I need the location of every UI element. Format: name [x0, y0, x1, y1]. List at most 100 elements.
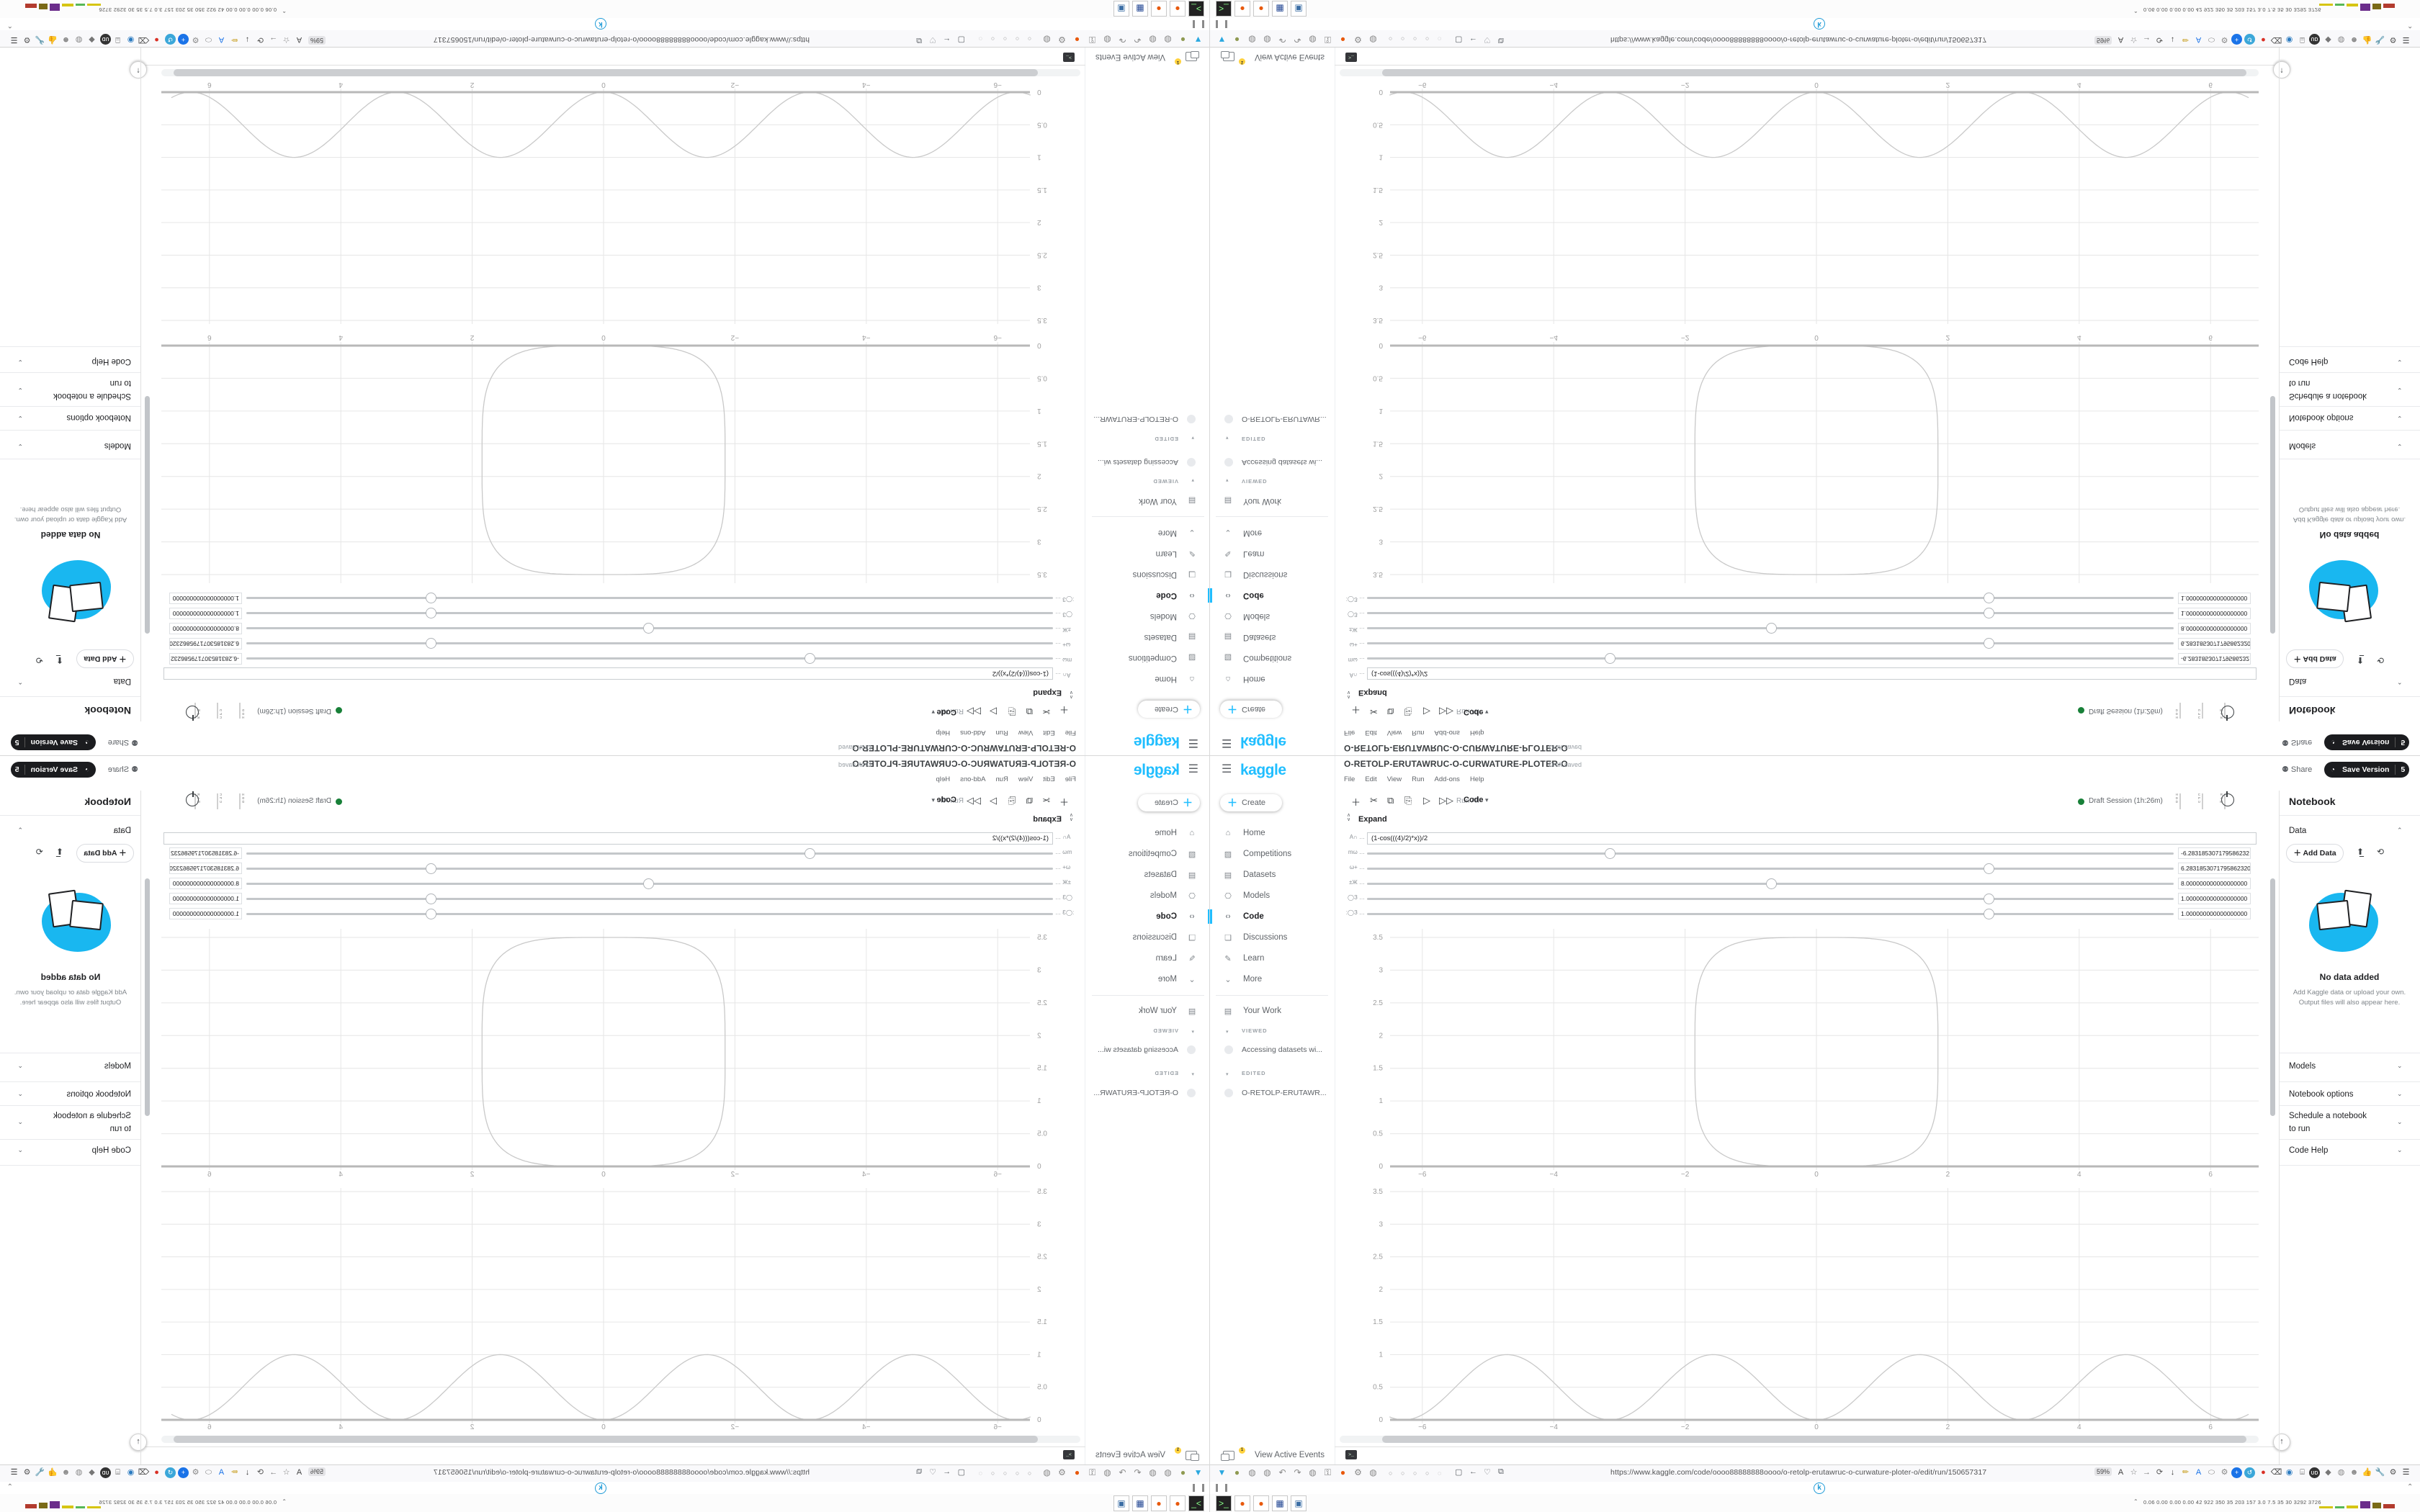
slider-track[interactable] [246, 898, 1053, 900]
toolbar-dot-icon[interactable]: ○ [1401, 35, 1405, 42]
save-version-count[interactable]: 5 [14, 765, 19, 774]
kaggle-logo[interactable]: kaggle [1134, 734, 1180, 750]
power-button-icon[interactable] [186, 793, 199, 806]
browser-action-icon[interactable]: A [296, 1468, 302, 1477]
extension-icon[interactable]: ↶ [1278, 35, 1286, 45]
sidebar-item-datasets[interactable]: ▤ Datasets [1210, 629, 1335, 646]
menu-item-file[interactable]: File [1344, 775, 1355, 783]
panel-data-section[interactable]: Data [2289, 677, 2307, 685]
add-cell-button[interactable]: ＋ [1059, 797, 1069, 808]
extension-icon[interactable]: ⚿ [1324, 35, 1332, 45]
edited-recent-item[interactable]: O-RETOLP-ERUTAWR... [1093, 415, 1178, 423]
horizontal-scrollbar[interactable] [161, 1436, 1080, 1443]
scroll-fab-button[interactable]: ↑ [2273, 61, 2290, 78]
slider-handle[interactable] [1766, 623, 1777, 634]
slider-value-readout[interactable]: -6.283185307179586232 [2178, 847, 2251, 859]
sidebar-item-code[interactable]: ‹› Code [1210, 587, 1335, 604]
horizontal-scrollbar[interactable] [161, 69, 1080, 76]
toolbar-dot-icon[interactable]: ○ [1425, 1470, 1430, 1477]
sidebar-item-competitions[interactable]: ▨ Competitions [1210, 649, 1335, 667]
extension-icon[interactable]: ↷ [1294, 1467, 1301, 1477]
create-button[interactable]: ＋ Create [1220, 794, 1282, 811]
chevron-down-icon[interactable]: ⌄ [2397, 1118, 2403, 1125]
sidebar-item-models[interactable]: ⎔ Models [1085, 608, 1210, 625]
extension-icon[interactable]: ▼ [1217, 35, 1227, 45]
browser-action-icon[interactable]: ⚙ [192, 1468, 200, 1477]
formula-input[interactable]: (1-cos(((4)/2)*x))/2 [1367, 832, 2257, 845]
chevron-down-icon[interactable]: ⌄ [17, 1118, 23, 1125]
toolbar-outline-icon[interactable]: ← [943, 36, 951, 45]
add-data-button[interactable]: ＋ Add Data [76, 844, 134, 863]
panel-data-section[interactable]: Data [2289, 827, 2307, 835]
taskbar-app-firefox[interactable]: ● [1170, 1, 1186, 17]
refresh-icon[interactable]: ⟲ [2377, 655, 2385, 665]
paste-cell-button[interactable]: ⎘ [1404, 706, 1412, 717]
slider-track[interactable] [246, 597, 1053, 599]
horizontal-scrollbar-thumb[interactable] [174, 69, 1038, 76]
taskbar-app-firefox[interactable]: ● [1234, 1495, 1250, 1511]
menu-item-view[interactable]: View [1386, 775, 1402, 783]
chevron-down-icon[interactable]: ⌄ [2397, 415, 2403, 422]
extension-icon[interactable]: ⚙ [1058, 1467, 1066, 1477]
sidebar-item-learn[interactable]: ✎ Learn [1085, 950, 1210, 967]
viewed-recent-item[interactable]: Accessing datasets wi... [1097, 458, 1178, 467]
share-button[interactable]: ⚉ Share [2282, 738, 2313, 747]
browser-action-icon[interactable]: ⚙ [2389, 1468, 2397, 1477]
add-cell-button[interactable]: ＋ [1351, 797, 1361, 808]
scroll-fab-button[interactable]: ↑ [130, 61, 147, 78]
toolbar-outline-icon[interactable]: ▢ [1455, 1468, 1463, 1477]
cut-cell-button[interactable]: ✂ [1042, 706, 1050, 717]
slider-track[interactable] [246, 913, 1053, 915]
run-all-label[interactable]: Run All [1456, 797, 1479, 805]
slider-value-readout[interactable]: 1.000000000000000000 [2178, 608, 2251, 619]
browser-action-icon[interactable]: ↺ [2244, 1467, 2255, 1478]
toolbar-dot-icon[interactable]: ○ [1413, 35, 1417, 42]
browser-action-icon[interactable]: A [2195, 35, 2202, 44]
create-button[interactable]: ＋ Create [1138, 794, 1200, 811]
extension-icon[interactable]: ◍ [1248, 1467, 1256, 1477]
slider-value-readout[interactable]: 8.000000000000000000 [169, 878, 242, 889]
sidebar-item-your-work[interactable]: ▤ Your Work [1085, 1002, 1210, 1020]
edited-recent-item[interactable]: O-RETOLP-ERUTAWR... [1242, 1089, 1327, 1097]
toolbar-outline-icon[interactable]: ← [1469, 1467, 1477, 1476]
sidebar-item-discussions[interactable]: ❏ Discussions [1210, 566, 1335, 583]
kaggle-logo[interactable]: kaggle [1134, 762, 1180, 778]
power-button-icon[interactable] [2221, 706, 2234, 719]
browser-action-icon[interactable]: ⌸ [2300, 1468, 2305, 1477]
panel-section-code-help[interactable]: Code Help [91, 357, 131, 366]
slider-handle[interactable] [426, 608, 436, 618]
panel-data-section[interactable]: Data [113, 677, 131, 685]
horizontal-scrollbar-thumb[interactable] [174, 1436, 1038, 1443]
run-cell-button[interactable]: ▷ [1423, 706, 1430, 717]
paste-cell-button[interactable]: ⎘ [1404, 795, 1412, 806]
slider-track[interactable] [246, 612, 1053, 614]
sidebar-item-models[interactable]: ⎔ Models [1085, 887, 1210, 904]
browser-action-icon[interactable]: ᴜᴅ [100, 34, 111, 45]
slider-value-readout[interactable]: 1.000000000000000000 [2178, 593, 2251, 604]
sidebar-item-learn[interactable]: ✎ Learn [1210, 950, 1335, 967]
browser-action-icon[interactable]: ◉ [2285, 1468, 2293, 1477]
sidebar-item-learn[interactable]: ✎ Learn [1210, 545, 1335, 562]
cell-type-select[interactable]: Code [936, 796, 957, 804]
taskbar-app-floppy-64[interactable]: ▦ [1132, 1, 1148, 17]
browser-action-icon[interactable]: ◍ [2337, 1468, 2345, 1477]
taskbar-app-terminal[interactable]: >_ [1216, 1, 1232, 17]
extension-icon[interactable]: ◍ [1103, 1467, 1111, 1477]
panel-section-code-help[interactable]: Code Help [2289, 1146, 2329, 1155]
panel-section-notebook-options[interactable]: Notebook options [66, 1090, 131, 1099]
browser-action-icon[interactable]: ◉ [127, 1468, 135, 1477]
browser-action-icon[interactable]: ☰ [10, 35, 18, 44]
extension-icon[interactable]: ▼ [1217, 1467, 1227, 1477]
panel-section-schedule-a-notebook-to-run[interactable]: Schedule a notebook [2289, 1112, 2367, 1120]
pause-icon[interactable] [1216, 20, 1227, 28]
extension-icon[interactable]: ● [1074, 35, 1080, 45]
browser-action-icon[interactable]: ⚙ [2389, 35, 2397, 44]
sidebar-item-competitions[interactable]: ▨ Competitions [1085, 845, 1210, 863]
toolbar-dot-icon[interactable]: ○ [1027, 35, 1031, 42]
run-all-icon[interactable]: ▷▷ [1439, 706, 1453, 717]
horizontal-scrollbar-thumb[interactable] [1382, 1436, 2246, 1443]
panel-section-schedule-a-notebook-to-run[interactable]: Schedule a notebook [53, 392, 131, 400]
browser-action-icon[interactable]: 👍 [48, 1468, 58, 1477]
extension-icon[interactable]: ▼ [1193, 35, 1203, 45]
toolbar-collapse-icon[interactable]: ⌃ [6, 21, 13, 29]
